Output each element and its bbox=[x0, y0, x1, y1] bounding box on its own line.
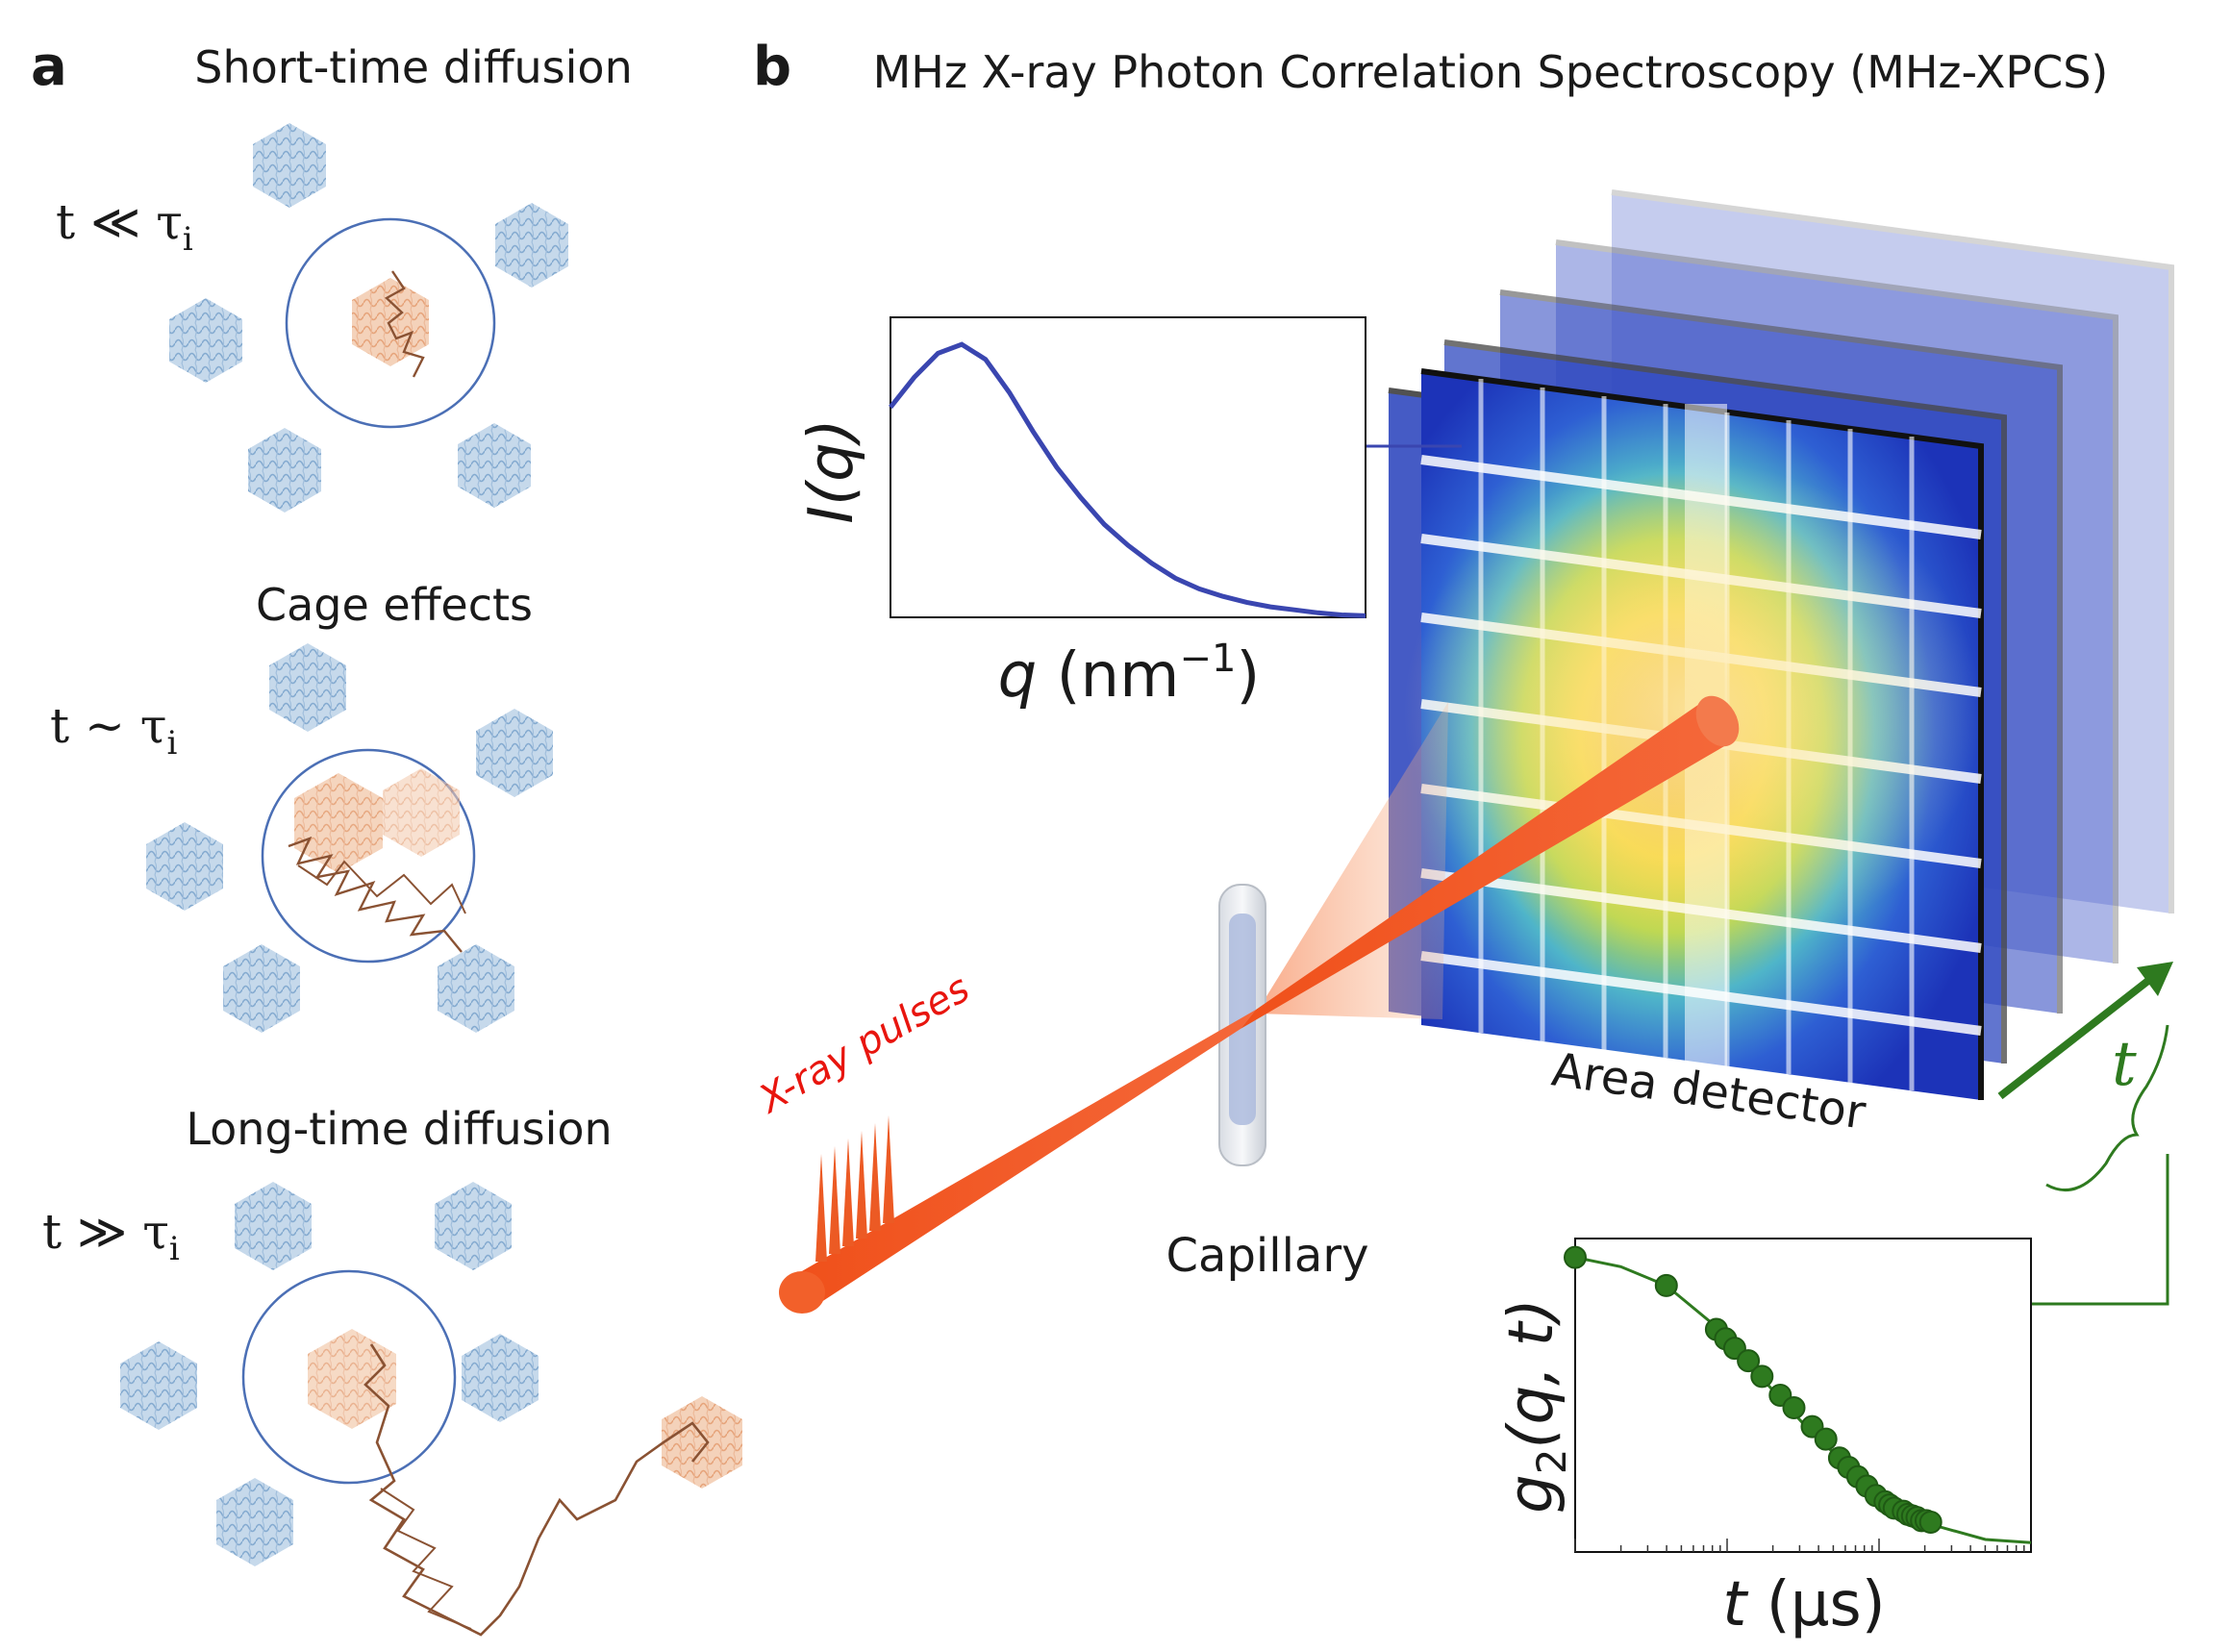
saxs-plot-frame bbox=[890, 316, 1366, 618]
trajectory bbox=[288, 836, 463, 953]
protein-blue bbox=[120, 1341, 197, 1430]
protein-blue bbox=[146, 822, 223, 911]
cage-effects-cage bbox=[146, 643, 553, 1033]
saxs-plot: I(q) q (nm−1) bbox=[796, 316, 1366, 712]
long-time-cage bbox=[120, 1182, 742, 1637]
protein-orange bbox=[383, 768, 460, 857]
cage-circle bbox=[241, 1269, 457, 1485]
protein-blue bbox=[248, 428, 321, 513]
condition-short-time: t ≪ τi bbox=[56, 194, 193, 259]
protein-blue bbox=[269, 643, 346, 732]
time-arrow-head bbox=[2137, 962, 2173, 996]
protein-blue bbox=[435, 1182, 512, 1270]
g2-xlabel: t (µs) bbox=[1722, 1569, 1885, 1640]
g2-data-point bbox=[1814, 1427, 1838, 1451]
xray-beam bbox=[779, 695, 1740, 1314]
time-brace bbox=[2045, 1024, 2169, 1192]
g2-points bbox=[1564, 1245, 1943, 1534]
protein-orange bbox=[662, 1396, 742, 1489]
g2-data-point bbox=[1737, 1349, 1761, 1373]
protein-blue bbox=[438, 944, 514, 1033]
protein-blue bbox=[462, 1334, 539, 1422]
g2-data-point bbox=[1750, 1364, 1774, 1389]
cage-effects-title: Cage effects bbox=[256, 579, 533, 631]
protein-blue bbox=[235, 1182, 312, 1270]
xray-pulse-train bbox=[815, 1115, 894, 1262]
protein-blue bbox=[223, 944, 300, 1033]
g2-data-point bbox=[1564, 1245, 1587, 1269]
panel-b-title: MHz X-ray Photon Correlation Spectroscop… bbox=[873, 46, 2109, 98]
cage-circle bbox=[261, 748, 476, 964]
g2-minor-ticks bbox=[1574, 1539, 2025, 1552]
time-axis-label: t bbox=[2112, 1029, 2137, 1100]
g2-data-point bbox=[1654, 1273, 1678, 1297]
protein-blue bbox=[458, 423, 531, 508]
short-time-cage bbox=[169, 123, 568, 513]
protein-blue bbox=[169, 298, 242, 383]
condition-long-time: t ≫ τi bbox=[42, 1204, 180, 1268]
short-time-diffusion-title: Short-time diffusion bbox=[194, 41, 632, 93]
condition-cage: t ~ τi bbox=[50, 698, 177, 763]
saxs-curve bbox=[889, 341, 1366, 618]
xray-pulses-label: X-ray pulses bbox=[750, 966, 977, 1123]
protein-orange bbox=[308, 1329, 396, 1429]
trajectory bbox=[384, 270, 425, 378]
trajectory bbox=[297, 860, 466, 914]
saxs-ylabel: I(q) bbox=[796, 418, 867, 523]
time-arrow bbox=[1997, 969, 2161, 1100]
protein-orange bbox=[294, 773, 383, 873]
g2-ylabel: g2(q, t) bbox=[1496, 1298, 1575, 1514]
trajectory bbox=[380, 1488, 472, 1630]
protein-blue bbox=[216, 1478, 293, 1566]
saxs-xlabel: q (nm−1) bbox=[998, 637, 1261, 712]
g2-data-point bbox=[1782, 1396, 1806, 1419]
long-time-diffusion-title: Long-time diffusion bbox=[186, 1103, 612, 1155]
protein-blue bbox=[253, 123, 326, 208]
panel-a-letter: a bbox=[31, 36, 67, 98]
scattering-cone bbox=[1256, 702, 1448, 1019]
panel-b-letter: b bbox=[753, 36, 791, 98]
protein-blue bbox=[495, 203, 568, 288]
g2-data-point bbox=[1918, 1511, 1943, 1534]
protein-blue bbox=[476, 709, 553, 797]
capillary-label: Capillary bbox=[1166, 1229, 1369, 1283]
g2-plot-frame bbox=[1574, 1238, 2032, 1553]
cage-circle bbox=[285, 217, 496, 429]
g2-plot: g2(q, t) t (µs) bbox=[1496, 1238, 2032, 1640]
